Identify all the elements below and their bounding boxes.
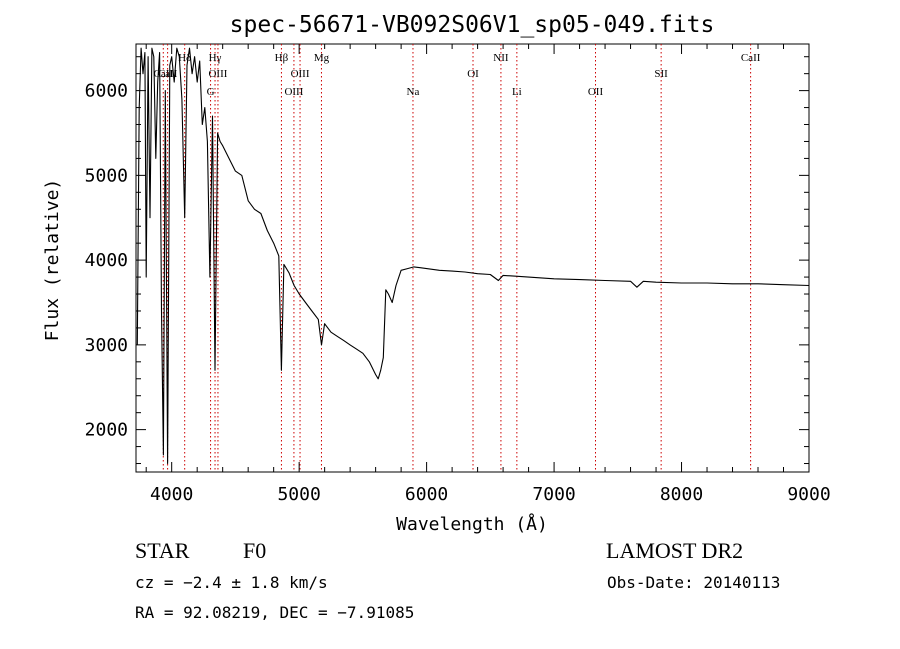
plot-axes: 4000 5000 6000 7000 8000 9000 2000 3000 4000 5000… [85,43,831,505]
line-marker-label: Hγ [209,52,222,64]
line-marker-label: OIII [284,86,303,98]
spectrum-line [136,47,810,465]
y-tick-label: 3000 [85,335,128,356]
line-marker-label: G [207,86,215,98]
x-tick-label: 7000 [532,484,575,505]
coordinates: RA = 92.08219, DEC = −7.91085 [135,603,415,622]
y-tick-label: 6000 [85,81,128,102]
line-marker-label: Hβ [275,52,289,64]
redshift-cz: cz = −2.4 ± 1.8 km/s [135,573,328,592]
spectral-subclass: F0 [243,538,267,563]
line-marker-label: Li [512,86,522,98]
x-axis-label: Wavelength (Å) [396,513,548,535]
chart-title: spec-56671-VB092S06V1_sp05-049.fits [230,12,715,38]
x-tick-label: 9000 [787,484,830,505]
obs-date: Obs-Date: 20140113 [607,573,781,592]
line-marker-label: NII [493,52,509,64]
line-marker-label: CaII [741,52,761,64]
y-tick-label: 2000 [85,420,128,441]
line-marker-label: OI [467,68,479,80]
spectrum-series [136,47,810,465]
object-class: STAR [135,538,190,563]
y-tick-label: 4000 [85,250,128,271]
x-tick-label: 6000 [405,484,448,505]
line-marker-label: OIII [208,68,227,80]
x-tick-label: 8000 [660,484,703,505]
y-axis-label: Flux (relative) [42,179,63,342]
x-tick-label: 4000 [150,484,193,505]
plot-frame [135,43,810,473]
survey-name: LAMOST DR2 [606,538,744,563]
line-marker-label: OIII [291,68,310,80]
x-tick-label: 5000 [277,484,320,505]
line-marker-label: Mg [314,52,330,64]
y-tick-label: 5000 [85,165,128,186]
line-marker-label: SII [654,68,668,80]
line-marker-label: OII [588,86,604,98]
line-marker-label: Na [407,86,420,98]
